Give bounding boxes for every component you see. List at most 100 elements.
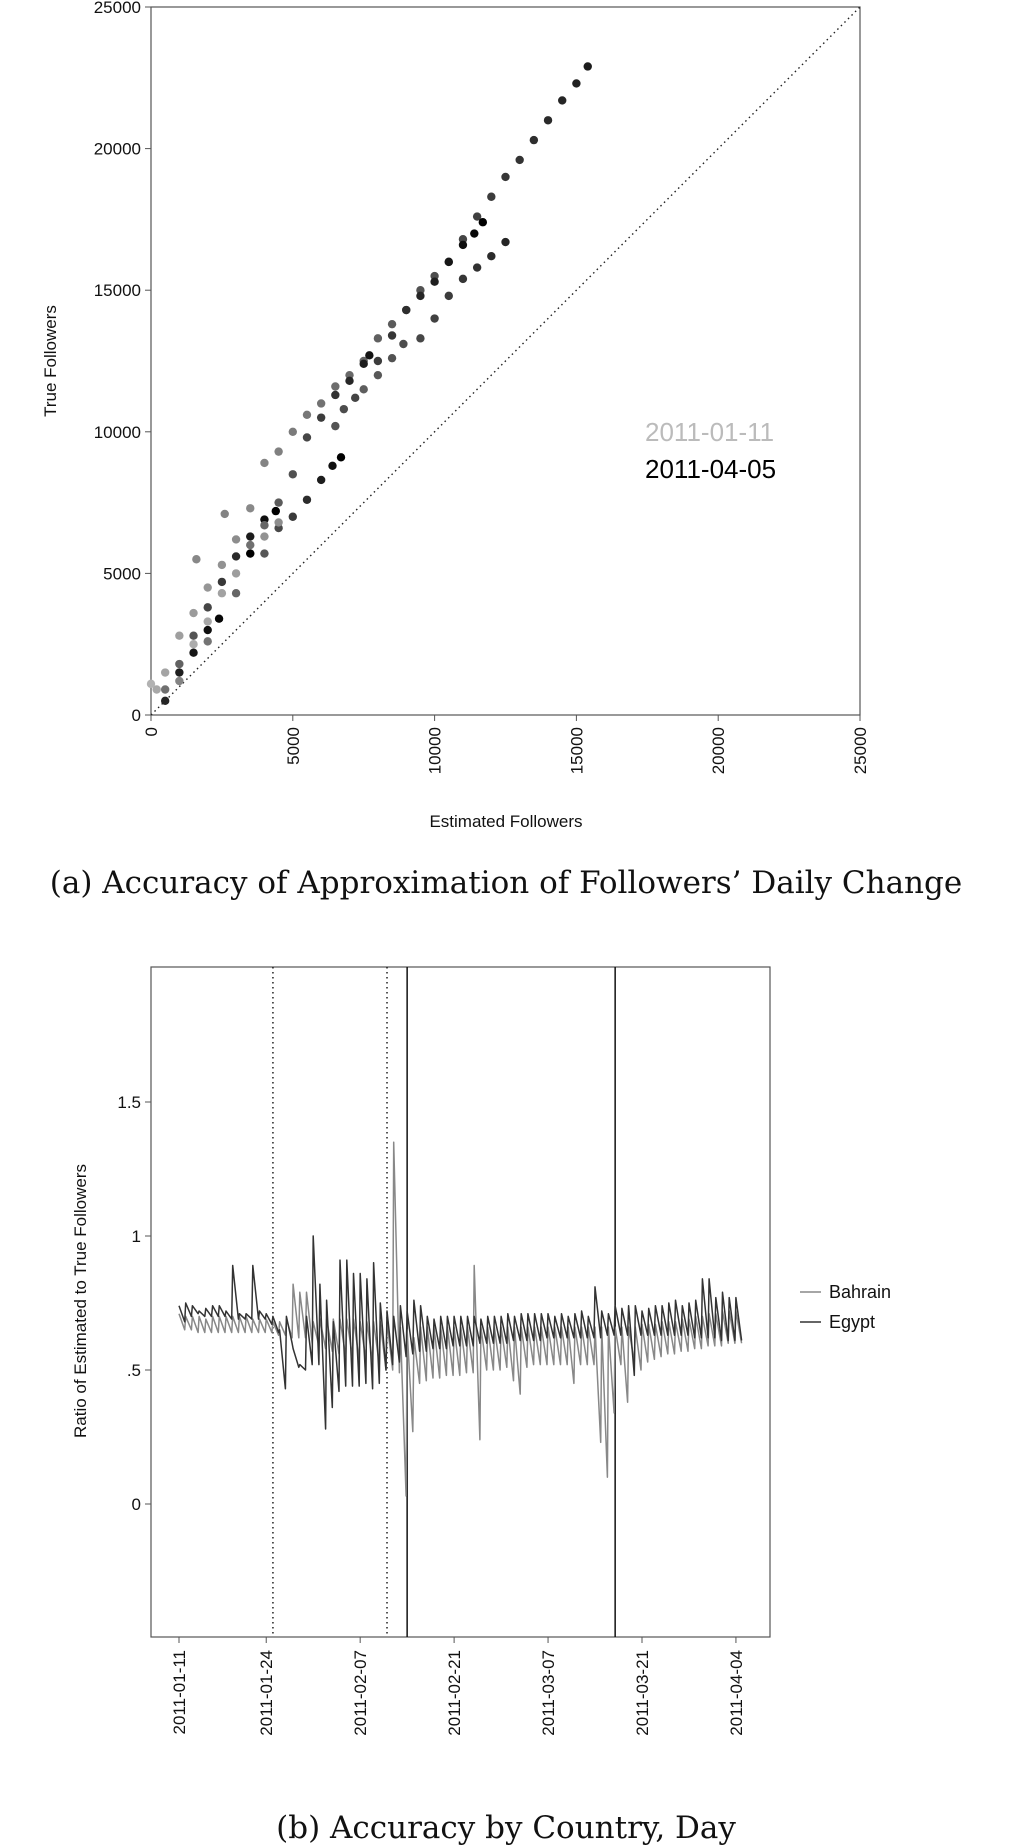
panel-a-frame (150, 6, 861, 716)
panel-b-ylabel: Ratio of Estimated to True Followers (71, 1164, 90, 1438)
scatter-point (246, 540, 255, 550)
scatter-point (316, 475, 326, 485)
panel-a-scatter: 0 5000 10000 15000 20000 25000 0 5000 10000 15000… (41, 0, 962, 901)
scatter-point (416, 334, 425, 343)
scatter-point (231, 569, 241, 578)
scatter-point (387, 319, 397, 329)
scatter-point (316, 399, 326, 408)
y-tick-label: 25000 (94, 0, 141, 17)
scatter-point (260, 458, 269, 468)
scatter-point (365, 351, 374, 360)
x-tick-label: 25000 (851, 727, 870, 774)
scatter-point (203, 637, 212, 646)
scatter-point (572, 79, 581, 88)
scatter-point (458, 240, 468, 250)
x-tick-label: 2011-04-04 (727, 1650, 746, 1736)
scatter-point (152, 685, 161, 694)
scatter-point (214, 614, 224, 623)
scatter-point (203, 625, 212, 635)
scatter-point (146, 679, 156, 689)
scatter-point (231, 589, 241, 598)
scatter-point (359, 385, 368, 394)
legend-label-egypt: Egypt (829, 1312, 875, 1332)
scatter-point (316, 413, 326, 422)
caption-b: (b) Accuracy by Country, Day (276, 1810, 736, 1846)
scatter-point (160, 696, 170, 706)
scatter-point (472, 212, 482, 221)
panel-a-xlabel: Estimated Followers (429, 812, 582, 831)
x-tick-label: 2011-02-07 (351, 1650, 370, 1736)
scatter-point (231, 552, 241, 561)
y-tick-label: .5 (127, 1361, 141, 1380)
x-tick-label: 5000 (284, 727, 303, 765)
scatter-point (288, 470, 297, 479)
scatter-point (274, 447, 283, 456)
scatter-point (302, 410, 312, 420)
scatter-point (231, 535, 241, 544)
scatter-point (246, 504, 255, 513)
scatter-point (246, 549, 255, 558)
y-tick-label: 15000 (94, 281, 141, 300)
scatter-point (359, 359, 368, 369)
y-tick-label: 0 (132, 1495, 141, 1514)
scatter-point (336, 453, 346, 462)
scatter-point (288, 427, 297, 436)
scatter-point (274, 518, 283, 527)
scatter-point (260, 532, 269, 541)
scatter-point (175, 659, 184, 669)
y-tick-label: 0 (132, 706, 141, 725)
scatter-point (175, 668, 184, 677)
x-tick-label: 15000 (567, 727, 586, 774)
scatter-point (430, 277, 439, 286)
scatter-point (175, 631, 184, 640)
scatter-point (331, 382, 340, 391)
scatter-point (350, 393, 360, 403)
scatter-point (260, 521, 269, 530)
x-tick-label: 2011-03-07 (539, 1650, 558, 1736)
scatter-point (217, 560, 227, 570)
x-tick-label: 2011-03-21 (633, 1650, 652, 1736)
scatter-point (387, 353, 397, 363)
scatter-point (345, 376, 354, 386)
scatter-point (487, 252, 496, 261)
scatter-point (189, 640, 198, 649)
scatter-point (373, 356, 383, 366)
scatter-point (274, 498, 283, 507)
panel-b-frame (150, 966, 771, 1638)
scatter-point (175, 676, 184, 686)
panel-a-ylabel: True Followers (41, 305, 60, 417)
y-tick-label: 1.5 (117, 1093, 141, 1112)
y-tick-label: 5000 (103, 564, 141, 583)
scatter-point (192, 555, 201, 564)
scatter-point (470, 229, 479, 238)
scatter-point (260, 549, 269, 558)
scatter-point (501, 172, 510, 182)
x-tick-label: 10000 (426, 727, 445, 774)
scatter-point (302, 495, 312, 504)
scatter-point (430, 314, 439, 323)
scatter-point (339, 404, 349, 414)
scatter-point (472, 263, 482, 272)
scatter-point (387, 331, 397, 340)
x-tick-label: 2011-01-11 (170, 1650, 189, 1734)
series-line-egypt (178, 1235, 743, 1430)
scatter-point (203, 617, 212, 626)
scatter-point (515, 155, 524, 165)
scatter-point (217, 577, 227, 587)
scatter-point (373, 334, 383, 343)
scatter-point (583, 62, 592, 71)
scatter-point (487, 192, 496, 201)
scatter-point (331, 390, 340, 400)
scatter-point (160, 668, 170, 677)
scatter-point (189, 648, 198, 657)
scatter-points (146, 62, 592, 706)
scatter-point (416, 291, 425, 301)
scatter-point (501, 237, 510, 247)
scatter-point (302, 433, 312, 442)
scatter-point (444, 257, 453, 267)
series-lines (178, 1141, 743, 1497)
scatter-point (203, 603, 212, 612)
